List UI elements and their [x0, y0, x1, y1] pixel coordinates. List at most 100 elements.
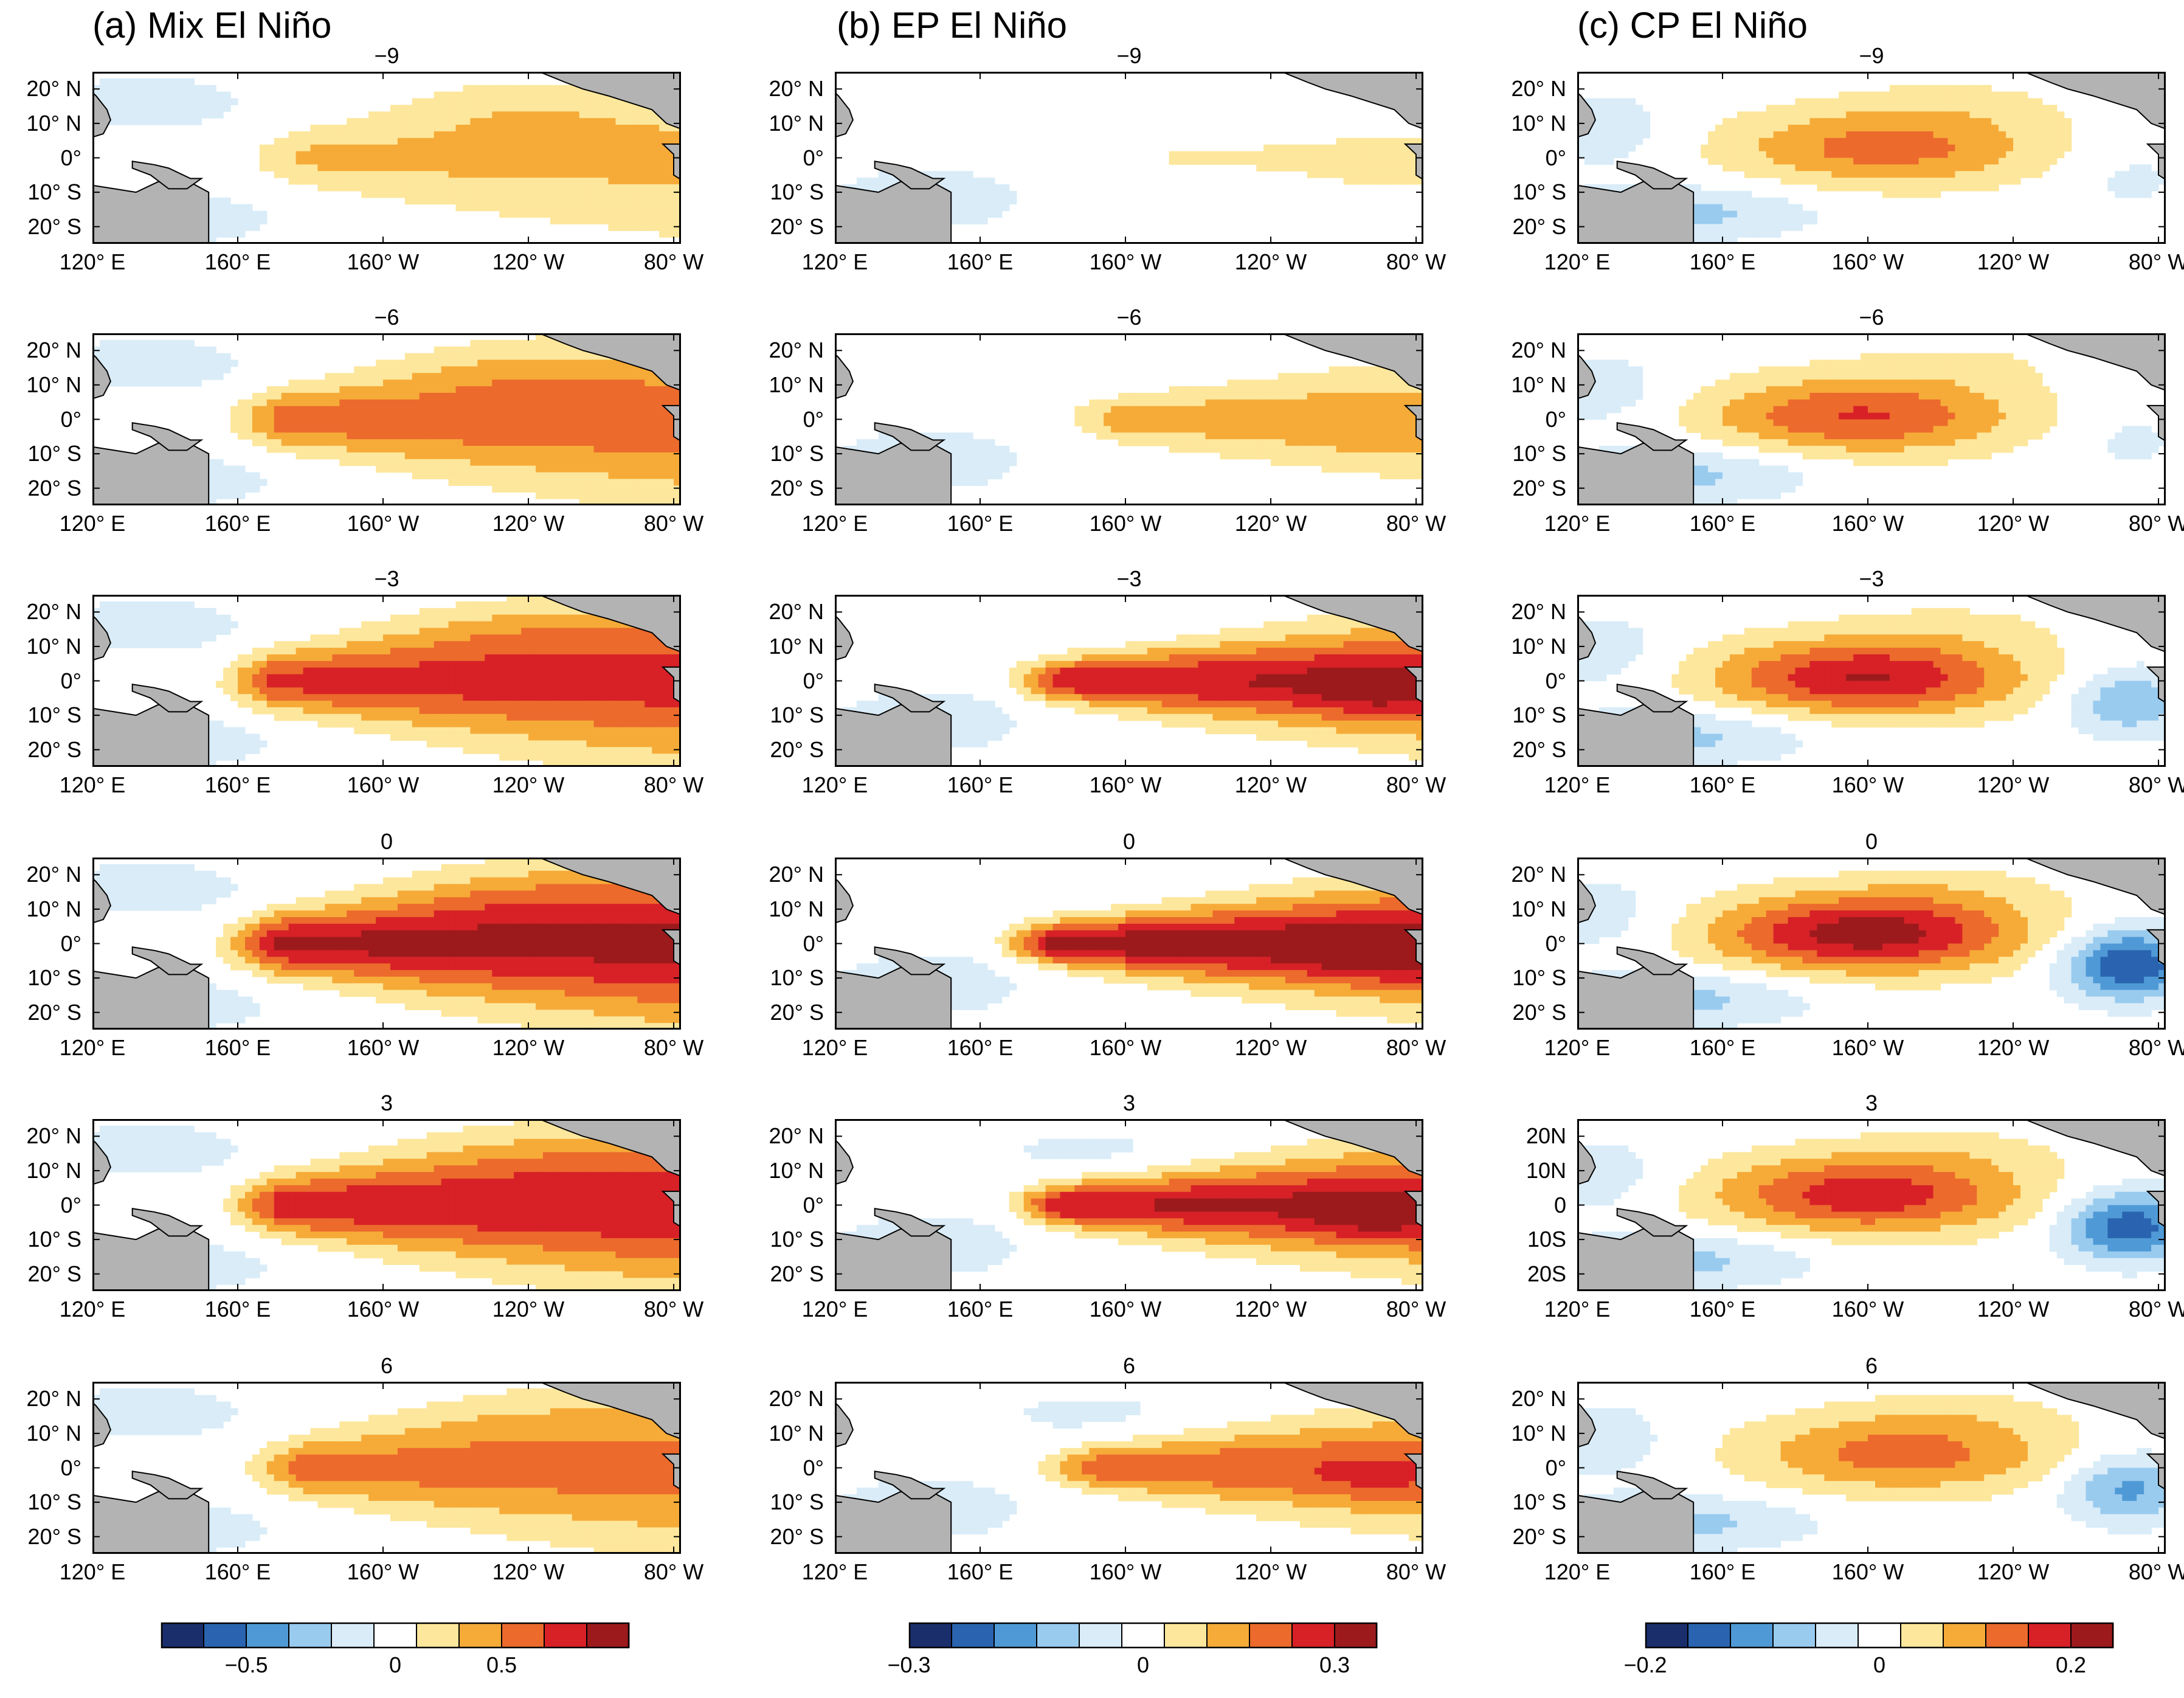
- land-mask: [1616, 1471, 1688, 1500]
- lon-label: 160° W: [1065, 1297, 1186, 1322]
- lat-label: 20° N: [15, 77, 81, 101]
- lat-label: 20S: [1499, 1261, 1566, 1286]
- colorbar-swatch: [331, 1623, 375, 1648]
- lon-label: 120° E: [774, 773, 896, 797]
- colorbar-swatch: [416, 1623, 460, 1648]
- lat-label: 10° S: [1499, 703, 1566, 727]
- lat-label: 20° N: [757, 1124, 824, 1148]
- lon-label: 160° E: [919, 1560, 1041, 1584]
- lat-label: 20° S: [757, 737, 824, 762]
- lon-label: 120° E: [32, 1297, 153, 1322]
- lon-label: 120° W: [1210, 1560, 1332, 1584]
- lat-label: 20° S: [15, 476, 81, 501]
- land-mask: [1281, 1382, 1423, 1440]
- lat-label: 10° N: [757, 634, 824, 659]
- lon-label: 160° E: [919, 1297, 1041, 1322]
- lon-label: 160° E: [1662, 1560, 1783, 1584]
- lon-label: 120° W: [1210, 1036, 1332, 1060]
- lon-label: 160° E: [177, 250, 299, 274]
- lon-label: 80° W: [1355, 250, 1477, 274]
- lon-label: 120° W: [468, 1297, 589, 1322]
- land-mask: [92, 91, 111, 138]
- land-mask: [874, 684, 946, 713]
- lag-label: −9: [295, 44, 478, 68]
- lon-label: 120° W: [468, 250, 589, 274]
- lat-label: 10° N: [1499, 1421, 1566, 1446]
- lat-label: 20° S: [15, 1261, 81, 1286]
- lon-label: 120° E: [774, 250, 896, 274]
- lon-label: 120° W: [1952, 250, 2074, 274]
- lat-label: 10S: [1499, 1227, 1566, 1252]
- lat-label: 0°: [757, 1193, 824, 1218]
- lon-label: 120° W: [1210, 511, 1332, 536]
- land-mask: [1577, 701, 1695, 767]
- land-mask: [131, 1471, 204, 1500]
- land-mask: [835, 701, 952, 767]
- lat-label: 10° N: [757, 896, 824, 921]
- lon-label: 160° E: [919, 773, 1041, 797]
- lon-label: 80° W: [1355, 1036, 1477, 1060]
- colorbar-a: [161, 1622, 630, 1649]
- lon-label: 80° W: [613, 1297, 734, 1322]
- lat-label: 10° S: [757, 1490, 824, 1514]
- land-mask: [874, 1208, 946, 1237]
- land-mask: [2023, 333, 2166, 392]
- lon-label: 80° W: [2098, 250, 2184, 274]
- lon-label: 120° E: [774, 1036, 896, 1060]
- lon-label: 160° W: [322, 1297, 444, 1322]
- sst-map-a-lag-2: [92, 595, 681, 767]
- lat-label: 10° N: [757, 372, 824, 397]
- colorbar-swatch: [1122, 1623, 1165, 1648]
- lat-label: 0°: [757, 145, 824, 170]
- lat-label: 0°: [1499, 668, 1566, 693]
- colorbar-tick-label: 0.2: [2022, 1653, 2120, 1677]
- lat-label: 0°: [15, 1193, 81, 1218]
- land-mask: [2023, 595, 2166, 653]
- colorbar-swatch: [204, 1623, 247, 1648]
- lat-label: 20° N: [15, 600, 81, 624]
- column-title-mix: (a) Mix El Niño: [92, 2, 331, 49]
- colorbar-swatch: [502, 1623, 545, 1648]
- lat-label: 20° S: [1499, 1000, 1566, 1025]
- land-mask: [92, 701, 210, 767]
- lat-label: 10° S: [15, 703, 81, 727]
- sst-map-b-lag-4: [835, 1119, 1423, 1291]
- lat-label: 0: [1499, 1193, 1566, 1218]
- lon-label: 160° W: [1807, 1036, 1929, 1060]
- land-mask: [1577, 91, 1596, 138]
- lat-label: 10N: [1499, 1158, 1566, 1183]
- colorbar-swatch: [994, 1623, 1037, 1648]
- lon-label: 80° W: [2098, 773, 2184, 797]
- colorbar-swatch: [1079, 1623, 1122, 1648]
- land-mask: [539, 858, 681, 916]
- lat-label: 10° N: [15, 1421, 81, 1446]
- lat-label: 0°: [1499, 931, 1566, 956]
- colorbar-swatch: [544, 1623, 587, 1648]
- colorbar-swatch: [1688, 1623, 1731, 1648]
- lon-label: 160° W: [322, 1560, 444, 1584]
- land-mask: [92, 1401, 111, 1448]
- land-mask: [2023, 72, 2166, 130]
- colorbar-swatch: [1037, 1623, 1080, 1648]
- land-mask: [539, 333, 681, 392]
- lon-label: 160° W: [1807, 1297, 1929, 1322]
- land-mask: [1616, 161, 1688, 190]
- sst-map-b-lag-0: [835, 72, 1423, 244]
- lon-label: 160° E: [177, 773, 299, 797]
- lat-label: 0°: [1499, 145, 1566, 170]
- lat-label: 20° N: [15, 1387, 81, 1411]
- lat-label: 10° N: [15, 1158, 81, 1183]
- sst-map-a-lag-4: [92, 1119, 681, 1291]
- lat-label: 20° N: [1499, 338, 1566, 362]
- lag-label: −3: [1780, 567, 1963, 591]
- lon-label: 160° E: [177, 511, 299, 536]
- colorbar-swatch: [1773, 1623, 1816, 1648]
- lat-label: 10° S: [757, 703, 824, 727]
- lon-label: 80° W: [2098, 511, 2184, 536]
- lon-label: 160° W: [1065, 511, 1186, 536]
- lat-label: 20° S: [1499, 737, 1566, 762]
- lon-label: 80° W: [1355, 773, 1477, 797]
- lat-label: 10° N: [1499, 634, 1566, 659]
- lon-label: 160° E: [1662, 773, 1783, 797]
- lat-label: 0°: [15, 931, 81, 956]
